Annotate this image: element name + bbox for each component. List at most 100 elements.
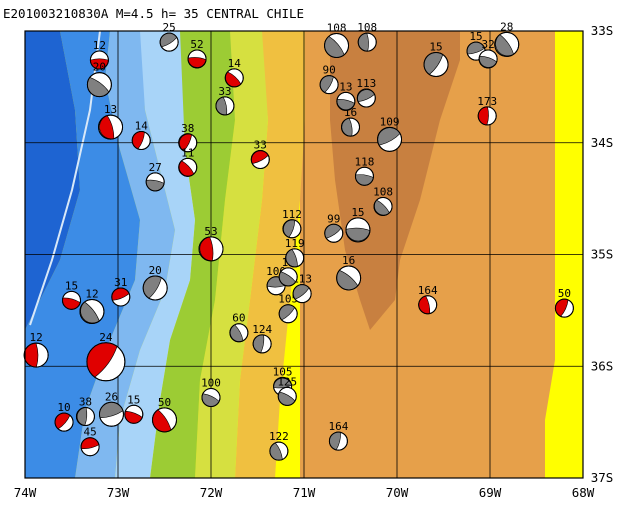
beachball-rim bbox=[354, 166, 374, 186]
beachball-rim bbox=[79, 298, 105, 324]
event-depth-label: 164 bbox=[328, 420, 348, 433]
beachball: 100 bbox=[201, 377, 221, 408]
beachball: 20 bbox=[142, 264, 168, 301]
focal-mechanisms: 12 20 13 14 25 52 14 33 38 33 27 11 53 20 31 15 12 12 24 26… bbox=[23, 20, 574, 461]
beachball-rim bbox=[86, 72, 112, 98]
beachball: 15 bbox=[62, 279, 81, 310]
event-depth-label: 105 bbox=[273, 365, 293, 378]
beachball-rim bbox=[89, 50, 109, 70]
event-depth-label: 14 bbox=[135, 120, 149, 133]
event-depth-label: 108 bbox=[373, 185, 393, 198]
latitude-tick-label: 36S bbox=[591, 358, 614, 373]
beachball-rim bbox=[86, 342, 126, 382]
beachball-rim bbox=[328, 431, 348, 451]
beachball-rim bbox=[111, 287, 131, 307]
event-depth-label: 24 bbox=[99, 331, 113, 344]
beachball-rim bbox=[319, 75, 339, 95]
beachball-rim bbox=[124, 404, 144, 424]
beachball: 52 bbox=[187, 38, 207, 69]
beachball-rim bbox=[345, 217, 371, 243]
longitude-tick-label: 68W bbox=[572, 485, 595, 500]
beachball-rim bbox=[62, 290, 81, 310]
beachball: 50 bbox=[554, 287, 574, 318]
event-depth-label: 38 bbox=[79, 396, 92, 409]
beachball-rim bbox=[252, 334, 272, 354]
event-depth-label: 16 bbox=[342, 254, 355, 267]
deep-ocean-region bbox=[25, 31, 80, 330]
event-depth-label: 14 bbox=[228, 57, 242, 70]
event-depth-label: 13 bbox=[104, 103, 117, 116]
beachball-rim bbox=[131, 131, 151, 151]
event-depth-label: 31 bbox=[114, 276, 127, 289]
beachball: 33 bbox=[250, 139, 270, 170]
latitude-tick-label: 35S bbox=[591, 247, 614, 262]
beachball-rim bbox=[145, 172, 165, 192]
beachball-rim bbox=[477, 106, 497, 126]
beachball-rim bbox=[98, 114, 124, 140]
event-depth-label: 45 bbox=[83, 426, 96, 439]
beachball-rim bbox=[229, 323, 249, 343]
beachball: 13 bbox=[98, 103, 124, 140]
beachball: 14 bbox=[131, 120, 151, 151]
beachball-rim bbox=[324, 33, 350, 59]
beachball: 32 bbox=[478, 38, 498, 69]
beachball-rim bbox=[373, 196, 393, 216]
beachball-rim bbox=[478, 49, 498, 69]
beachball: 12 bbox=[79, 287, 105, 324]
beachball-rim bbox=[142, 275, 168, 301]
beachball-rim bbox=[80, 437, 100, 457]
event-depth-label: 11 bbox=[181, 146, 194, 159]
beachball-rim bbox=[201, 388, 221, 408]
event-depth-label: 32 bbox=[482, 38, 495, 51]
beachball: 109 bbox=[377, 115, 403, 152]
beachball: 124 bbox=[252, 323, 272, 354]
beachball: 24 bbox=[86, 331, 126, 382]
event-depth-label: 125 bbox=[277, 375, 297, 388]
beachball-rim bbox=[23, 342, 49, 368]
beachball: 53 bbox=[198, 225, 224, 262]
event-depth-label: 122 bbox=[269, 430, 289, 443]
beachball-rim bbox=[285, 248, 305, 268]
beachball-rim bbox=[198, 236, 224, 262]
event-depth-label: 90 bbox=[322, 64, 335, 77]
event-depth-label: 33 bbox=[218, 85, 231, 98]
beachball: 173 bbox=[477, 95, 497, 126]
beachball-rim bbox=[324, 223, 344, 243]
beachball-rim bbox=[98, 401, 124, 427]
beachball-rim bbox=[494, 31, 520, 57]
beachball: 12 bbox=[89, 39, 109, 70]
latitude-tick-label: 34S bbox=[591, 135, 614, 150]
beachball: 38 bbox=[178, 122, 198, 153]
beachball: 31 bbox=[111, 276, 131, 307]
beachball-rim bbox=[178, 133, 198, 153]
beachball: 25 bbox=[159, 21, 179, 52]
event-depth-label: 12 bbox=[30, 331, 43, 344]
beachball: 164 bbox=[328, 420, 349, 451]
beachball-rim bbox=[418, 295, 438, 315]
beachball: 15 bbox=[345, 206, 371, 243]
beachball: 60 bbox=[229, 312, 249, 343]
event-depth-label: 28 bbox=[500, 20, 513, 33]
beachball-rim bbox=[423, 52, 449, 78]
beachball: 99 bbox=[324, 212, 344, 243]
latitude-tick-label: 37S bbox=[591, 470, 614, 485]
beachball-rim bbox=[277, 386, 297, 406]
beachball-rim bbox=[224, 68, 244, 88]
event-depth-label: 99 bbox=[327, 212, 340, 225]
event-depth-label: 124 bbox=[252, 323, 272, 336]
event-depth-label: 119 bbox=[285, 237, 305, 250]
beachball: 45 bbox=[80, 426, 100, 457]
beachball: 33 bbox=[215, 85, 235, 116]
beachball: 11 bbox=[178, 146, 198, 177]
beachball: 28 bbox=[494, 20, 520, 57]
event-depth-label: 112 bbox=[282, 208, 302, 221]
beachball: 13 bbox=[336, 80, 356, 111]
event-depth-label: 15 bbox=[469, 30, 482, 43]
beachball: 26 bbox=[98, 390, 124, 427]
beachball-rim bbox=[357, 32, 377, 52]
beachball-rim bbox=[54, 412, 74, 432]
beachball: 105 bbox=[278, 293, 298, 324]
longitude-tick-label: 74W bbox=[14, 485, 37, 500]
beachball: 164 bbox=[418, 284, 438, 315]
